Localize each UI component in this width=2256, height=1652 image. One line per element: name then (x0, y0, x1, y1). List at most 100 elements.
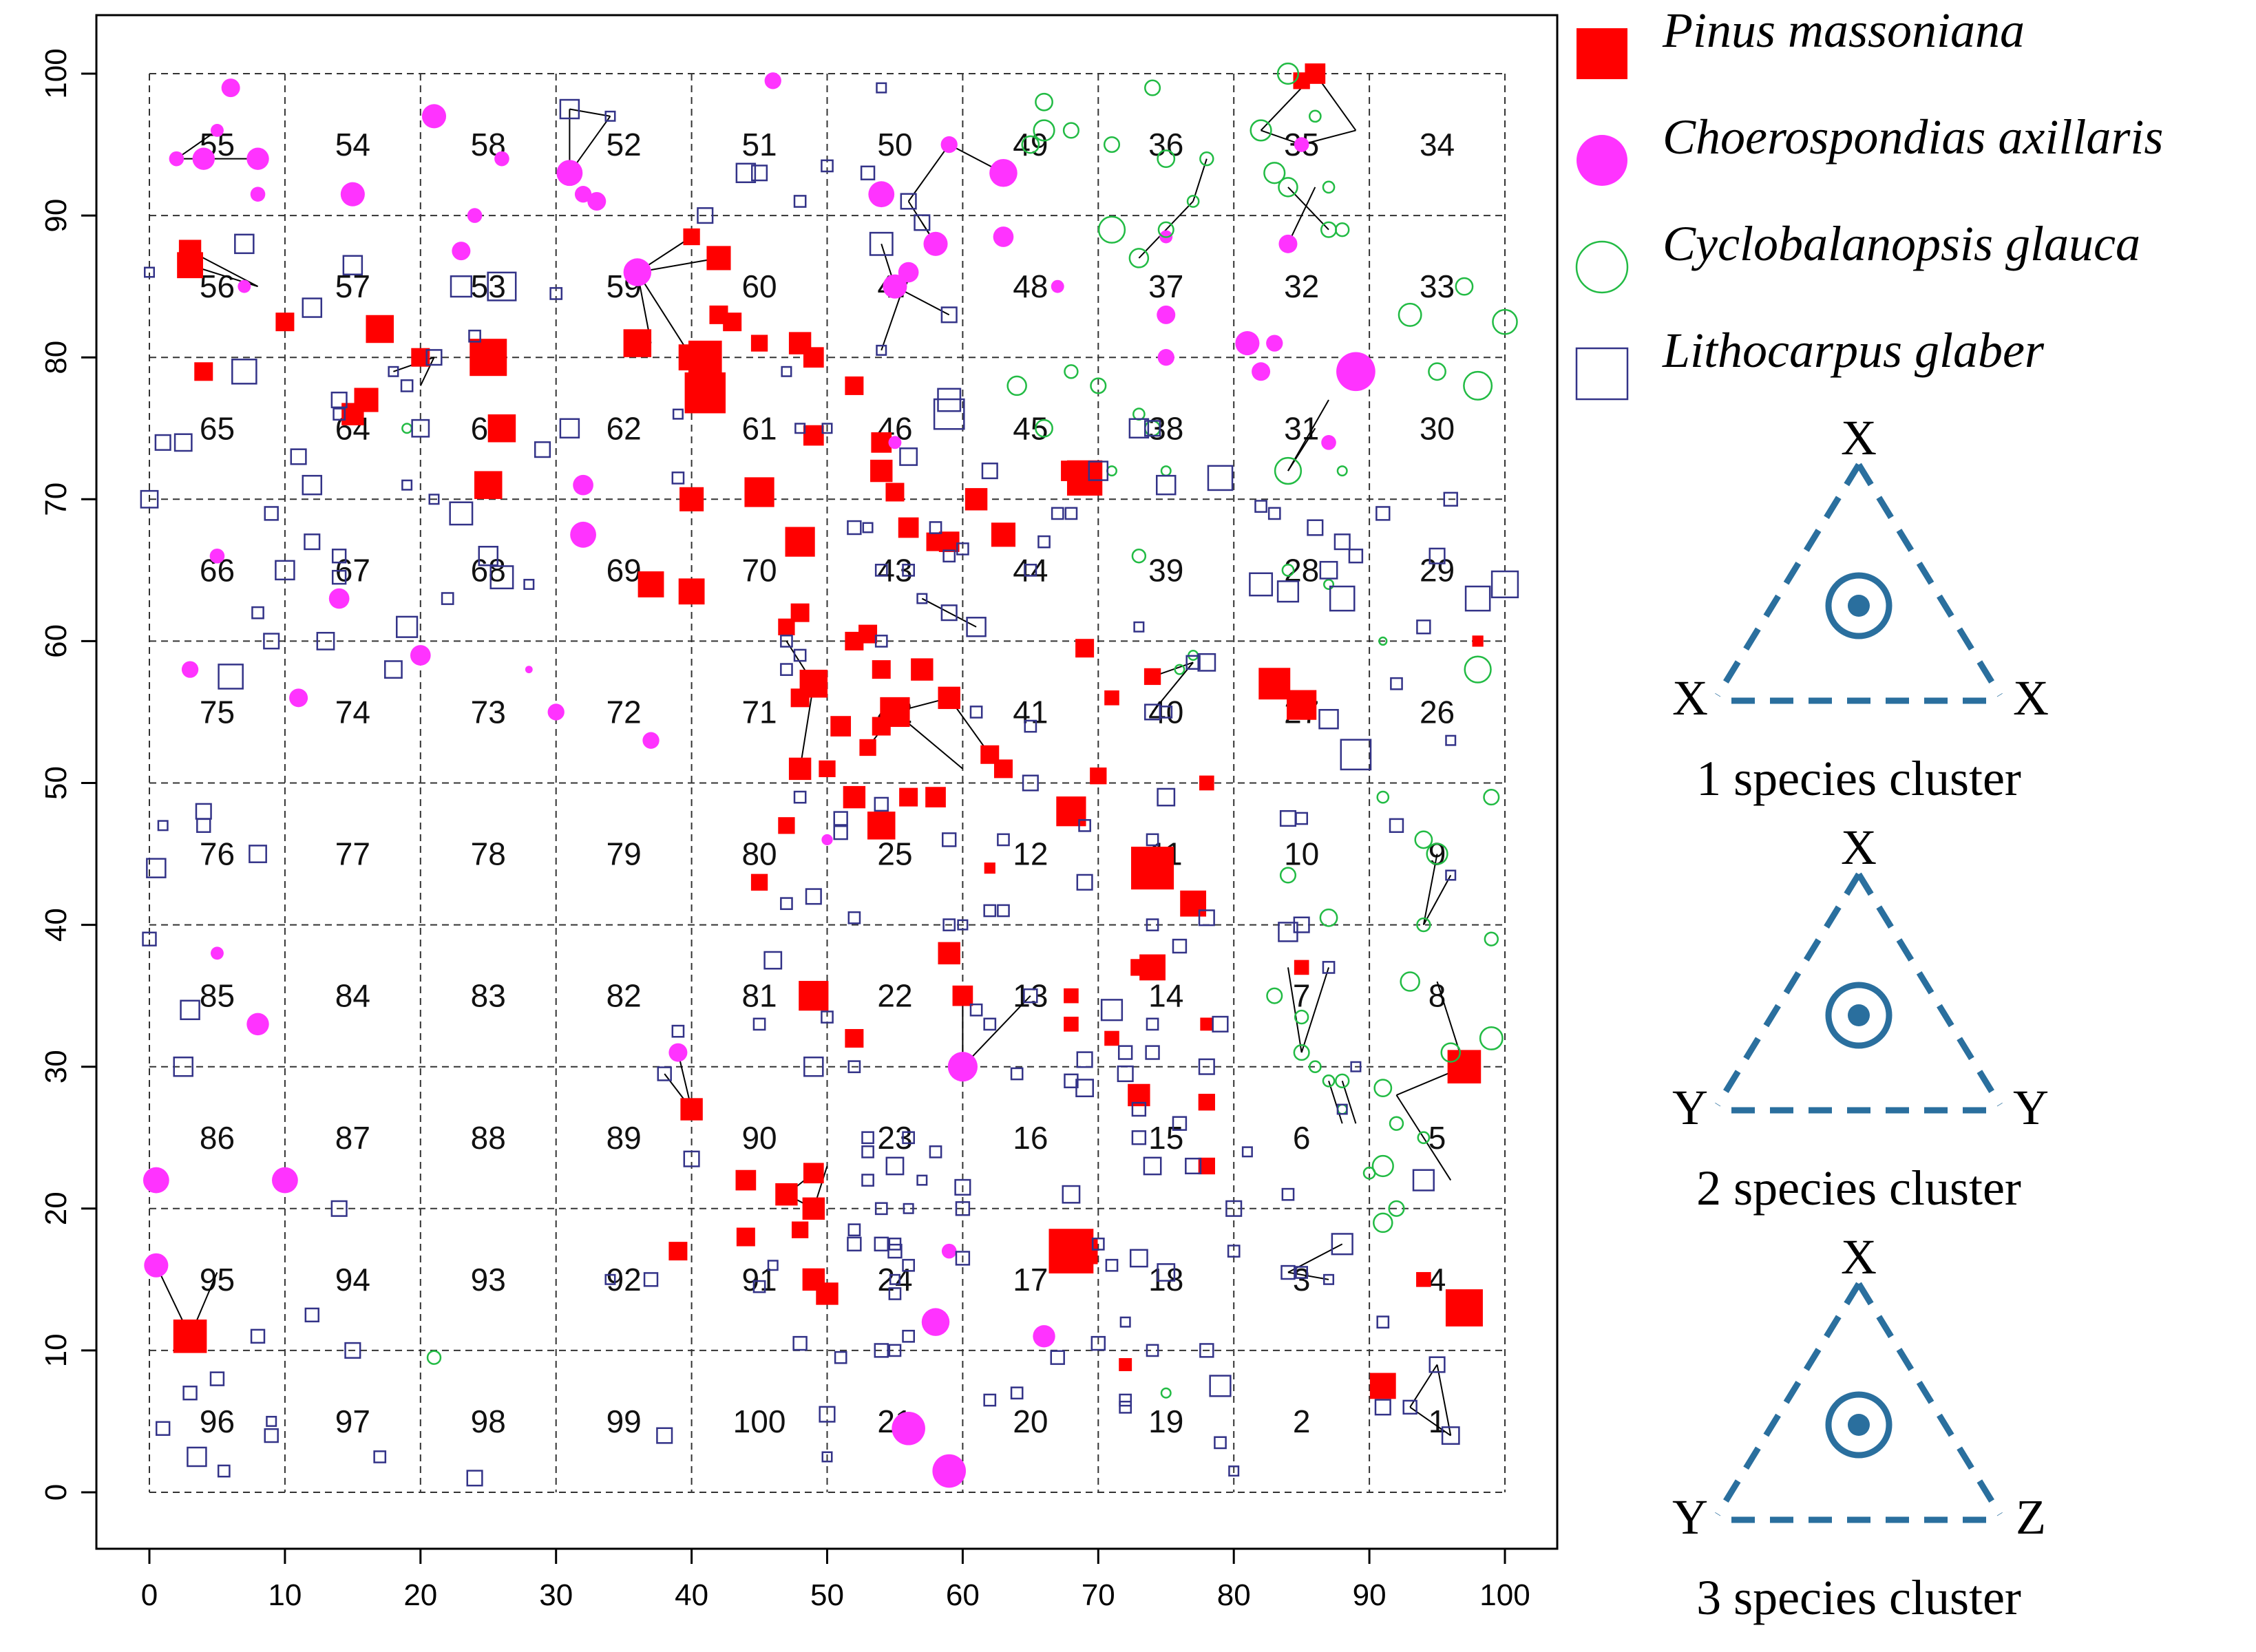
quadrat-number: 87 (335, 1120, 370, 1156)
point-pinus-massoniana (173, 1319, 207, 1353)
point-lithocarpus-glaber (942, 918, 956, 931)
point-lithocarpus-glaber (1172, 1116, 1188, 1131)
point-cyclobalanopsis-glauca (1281, 564, 1295, 577)
point-pinus-massoniana (790, 688, 810, 708)
point-pinus-massoniana (803, 347, 824, 368)
quadrat-number: 2 (1293, 1404, 1311, 1439)
point-lithocarpus-glaber (940, 604, 958, 622)
point-cyclobalanopsis-glauca (1278, 177, 1298, 198)
point-pinus-massoniana (816, 1282, 839, 1305)
point-lithocarpus-glaber (1090, 1335, 1106, 1351)
point-choerospondias-axillaris (642, 732, 660, 749)
point-lithocarpus-glaber (821, 1010, 834, 1024)
cluster-line (962, 995, 1031, 1068)
point-cyclobalanopsis-glauca (1035, 419, 1053, 438)
point-lithocarpus-glaber (302, 297, 323, 318)
cluster-line (1287, 967, 1303, 1053)
point-lithocarpus-glaber (1198, 909, 1215, 926)
cluster-line (176, 129, 218, 160)
point-cyclobalanopsis-glauca (1006, 375, 1027, 396)
quadrat-number: 69 (607, 552, 642, 588)
point-lithocarpus-glaber (384, 660, 403, 679)
point-lithocarpus-glaber (1445, 734, 1457, 746)
point-lithocarpus-glaber (780, 663, 793, 676)
point-pinus-massoniana (1104, 690, 1119, 706)
point-choerospondias-axillaris (1051, 279, 1064, 293)
point-lithocarpus-glaber (1348, 549, 1364, 564)
point-lithocarpus-glaber (1076, 1051, 1093, 1068)
point-lithocarpus-glaber (847, 911, 861, 924)
point-choerospondias-axillaris (1157, 305, 1176, 324)
point-pinus-massoniana (898, 517, 919, 538)
point-lithocarpus-glaber (1331, 1233, 1353, 1256)
point-lithocarpus-glaber (523, 578, 535, 590)
point-lithocarpus-glaber (1145, 1045, 1160, 1060)
quadrat-number: 32 (1284, 268, 1319, 304)
point-lithocarpus-glaber (400, 379, 414, 392)
quadrat-number: 39 (1148, 552, 1183, 588)
x-tick-label: 70 (1082, 1578, 1115, 1612)
quadrat-number: 29 (1420, 552, 1455, 588)
point-lithocarpus-glaber (929, 1145, 942, 1158)
point-choerospondias-axillaris (947, 1052, 978, 1082)
point-lithocarpus-glaber (942, 832, 957, 847)
quadrat-number: 12 (1013, 836, 1048, 872)
point-lithocarpus-glaber (1129, 1249, 1148, 1268)
point-lithocarpus-glaber (794, 423, 806, 434)
cluster-line (1422, 874, 1452, 926)
point-lithocarpus-glaber (793, 790, 807, 804)
point-choerospondias-axillaris (668, 1043, 688, 1062)
tree-points (140, 62, 1519, 1488)
point-lithocarpus-glaber (264, 506, 279, 521)
point-lithocarpus-glaber (1329, 585, 1356, 612)
point-lithocarpus-glaber (330, 391, 348, 409)
point-lithocarpus-glaber (821, 1451, 833, 1463)
point-lithocarpus-glaber (275, 560, 295, 581)
point-pinus-massoniana (623, 329, 652, 357)
point-pinus-massoniana (744, 477, 774, 507)
point-pinus-massoniana (867, 812, 896, 840)
legend-item-choerospondias-axillaris: Choerospondias axillaris (1577, 109, 2163, 186)
point-choerospondias-axillaris (272, 1167, 298, 1194)
point-lithocarpus-glaber (388, 366, 399, 377)
point-lithocarpus-glaber (656, 1427, 673, 1444)
cluster-diagrams: X X X 1 species cluster X Y Y 2 species cluster… (1672, 410, 2049, 1625)
point-lithocarpus-glaber (1199, 1343, 1214, 1358)
point-lithocarpus-glaber (1146, 918, 1159, 931)
point-lithocarpus-glaber (195, 803, 212, 820)
point-cyclobalanopsis-glauca (1428, 362, 1446, 381)
y-tick-label: 90 (39, 199, 73, 233)
point-lithocarpus-glaber (1429, 547, 1446, 564)
point-lithocarpus-glaber (1336, 1103, 1348, 1115)
point-lithocarpus-glaber (940, 306, 958, 324)
point-lithocarpus-glaber (834, 1351, 847, 1364)
point-lithocarpus-glaber (860, 165, 876, 180)
point-lithocarpus-glaber (157, 820, 169, 832)
point-cyclobalanopsis-glauca (1417, 1131, 1431, 1145)
point-lithocarpus-glaber (1276, 580, 1300, 603)
point-lithocarpus-glaber (144, 266, 155, 278)
point-pinus-massoniana (1064, 1017, 1079, 1032)
point-pinus-massoniana (788, 757, 812, 781)
point-lithocarpus-glaber (874, 564, 888, 577)
point-lithocarpus-glaber (304, 533, 321, 551)
point-lithocarpus-glaber (450, 275, 472, 298)
point-lithocarpus-glaber (489, 565, 514, 590)
point-cyclobalanopsis-glauca (1388, 1200, 1405, 1217)
point-choerospondias-axillaris (328, 588, 350, 609)
point-lithocarpus-glaber (885, 1156, 905, 1176)
point-cyclobalanopsis-glauca (1274, 456, 1303, 485)
point-choerospondias-axillaris (143, 1167, 169, 1194)
quadrat-number: 82 (607, 978, 642, 1014)
point-lithocarpus-glaber (821, 423, 833, 434)
point-lithocarpus-glaber (1172, 938, 1188, 954)
cluster-label-left: Y (1672, 1080, 1708, 1135)
legend-marker (1577, 28, 1627, 79)
point-lithocarpus-glaber (697, 207, 714, 224)
target-center-icon (1848, 595, 1870, 617)
cluster-label-right: Y (2013, 1080, 2049, 1135)
point-cyclobalanopsis-glauca (1320, 221, 1338, 238)
point-choerospondias-axillaris (570, 521, 596, 548)
point-lithocarpus-glaber (331, 549, 347, 564)
point-pinus-massoniana (925, 787, 946, 807)
